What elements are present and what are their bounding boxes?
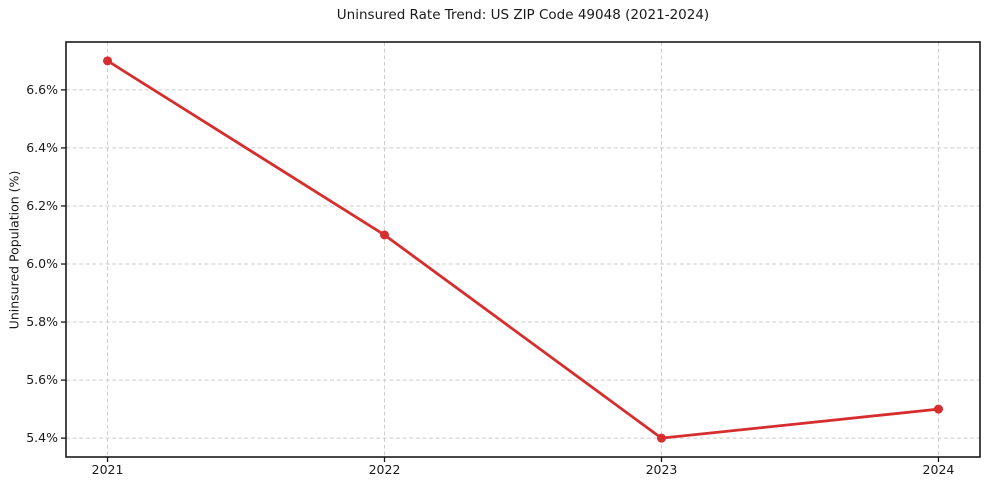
y-tick-label: 6.4%	[26, 139, 58, 155]
plot-border	[65, 41, 981, 458]
data-point-marker	[380, 230, 390, 240]
x-tick-label: 2023	[645, 462, 678, 477]
y-tick-label: 6.0%	[26, 256, 58, 271]
y-tick-label: 6.6%	[26, 81, 58, 97]
x-tick-label: 2021	[91, 462, 124, 477]
data-point-marker	[656, 433, 666, 443]
y-tick-label: 6.2%	[26, 197, 58, 213]
chart-title: Uninsured Rate Trend: US ZIP Code 49048 …	[336, 7, 710, 23]
y-tick-label: 5.4%	[26, 430, 58, 446]
x-tick-label: 2024	[922, 462, 955, 477]
data-point-marker	[103, 56, 113, 66]
y-tick-label: 5.6%	[26, 372, 58, 388]
data-point-marker	[933, 404, 943, 414]
x-tick-label: 2022	[368, 462, 401, 477]
y-tick-label: 5.8%	[26, 314, 58, 330]
trend-line	[106, 59, 940, 440]
